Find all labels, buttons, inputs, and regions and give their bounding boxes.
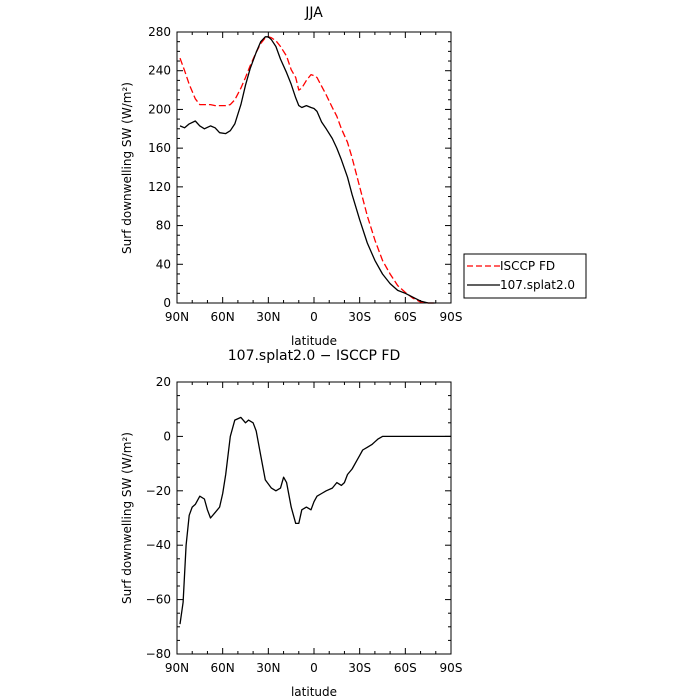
bottom-x-tick-label: 30S (348, 661, 371, 675)
top-series-line-107-splat2-0 (179, 36, 436, 304)
bottom-series-line-0 (179, 416, 451, 625)
top-series-line-isccp-fd (179, 36, 436, 304)
legend-label-splat: 107.splat2.0 (500, 278, 575, 292)
bottom-chart-title: 107.splat2.0 − ISCCP FD (228, 348, 401, 364)
top-y-tick-label: 280 (148, 25, 171, 39)
bottom-x-tick-label: 0 (310, 661, 318, 675)
bottom-y-tick-label: −20 (146, 484, 171, 498)
bottom-y-tick-label: 20 (156, 375, 171, 389)
bottom-x-axis: 90N 60N 30N 0 30S 60S 90S (165, 382, 463, 675)
bottom-x-tick-label: 60S (394, 661, 417, 675)
top-x-axis: 90N 60N 30N 0 30S 60S 90S (165, 32, 463, 324)
top-y-tick-label: 40 (156, 257, 171, 271)
top-x-tick-label: 90N (165, 310, 189, 324)
bottom-y-axis: −80 −60 −40 −20 0 20 (146, 375, 451, 661)
top-x-axis-label: latitude (291, 334, 337, 348)
top-y-tick-label: 200 (148, 102, 171, 116)
bottom-plot-frame (176, 381, 452, 655)
bottom-y-axis-label: Surf downwelling SW (W/m²) (120, 432, 134, 604)
bottom-y-tick-label: −80 (146, 647, 171, 661)
top-y-tick-label: 160 (148, 141, 171, 155)
top-y-tick-label: 120 (148, 180, 171, 194)
top-x-tick-label: 0 (310, 310, 318, 324)
top-y-axis: 0 40 80 120 160 200 240 280 (148, 25, 451, 310)
bottom-series-group (179, 416, 451, 625)
top-y-tick-label: 240 (148, 64, 171, 78)
top-x-tick-label: 60N (211, 310, 235, 324)
bottom-x-tick-label: 90N (165, 661, 189, 675)
top-y-axis-label: Surf downwelling SW (W/m²) (120, 82, 134, 254)
top-x-tick-label: 30S (348, 310, 371, 324)
top-chart-title: JJA (304, 5, 323, 21)
top-plot-frame (176, 31, 452, 304)
top-y-tick-label: 80 (156, 219, 171, 233)
top-x-tick-label: 60S (394, 310, 417, 324)
bottom-y-tick-label: −60 (146, 593, 171, 607)
bottom-y-tick-label: −40 (146, 538, 171, 552)
legend: ISCCP FD 107.splat2.0 (463, 253, 587, 299)
bottom-panel: 107.splat2.0 − ISCCP FD 90N 60N 30N 0 30S 60S… (120, 348, 462, 699)
top-y-tick-label: 0 (163, 296, 171, 310)
bottom-x-tick-label: 30N (256, 661, 280, 675)
top-x-tick-label: 90S (440, 310, 463, 324)
top-series-group (179, 36, 436, 304)
bottom-x-tick-label: 90S (440, 661, 463, 675)
bottom-x-tick-label: 60N (211, 661, 235, 675)
top-x-tick-label: 30N (256, 310, 280, 324)
bottom-y-tick-label: 0 (163, 429, 171, 443)
bottom-x-axis-label: latitude (291, 685, 337, 699)
top-panel: JJA 90N 60N 30N 0 30S 60S 90S 0 40 80 120 160 200 24… (120, 5, 587, 348)
legend-label-isccp: ISCCP FD (500, 259, 555, 273)
legend-box (463, 253, 587, 299)
